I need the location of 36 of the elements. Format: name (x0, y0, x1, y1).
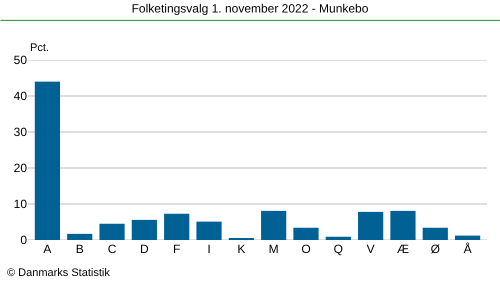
bar (261, 210, 286, 240)
chart-title: Folketingsvalg 1. november 2022 - Munkebo (132, 2, 369, 16)
bar (390, 210, 416, 240)
bar (99, 224, 125, 240)
y-tick-label: 20 (14, 161, 28, 176)
bar (358, 212, 384, 240)
y-tick-label: 30 (14, 125, 28, 140)
x-tick-label: K (237, 242, 246, 256)
x-tick-label: D (140, 242, 150, 256)
bar (67, 234, 92, 240)
x-tick-label: M (268, 242, 279, 256)
bar (422, 228, 448, 240)
y-tick-label: 10 (14, 197, 28, 212)
x-tick-label: Æ (396, 242, 409, 256)
bar (196, 222, 222, 240)
bar (164, 214, 190, 240)
x-tick-label: F (173, 242, 180, 256)
x-tick-label: B (76, 242, 84, 256)
x-tick-label: Ø (430, 242, 440, 256)
x-tick-label: O (301, 242, 311, 256)
bar (326, 236, 351, 240)
bar (132, 220, 157, 240)
y-tick-label: 50 (14, 53, 28, 68)
text: © Danmarks Statistik (7, 267, 110, 279)
x-tick-label: Q (334, 242, 343, 256)
y-tick-label: 40 (14, 89, 28, 104)
bar (455, 236, 480, 240)
bar (293, 228, 319, 240)
x-tick-label: V (366, 242, 375, 256)
x-tick-label: C (108, 242, 117, 256)
x-tick-label: I (207, 242, 211, 256)
y-tick-label: 0 (20, 233, 28, 248)
x-tick-label: A (43, 242, 52, 256)
bar (34, 82, 60, 240)
x-tick-label: Å (464, 242, 472, 256)
y-axis-title: Pct. (30, 42, 49, 54)
